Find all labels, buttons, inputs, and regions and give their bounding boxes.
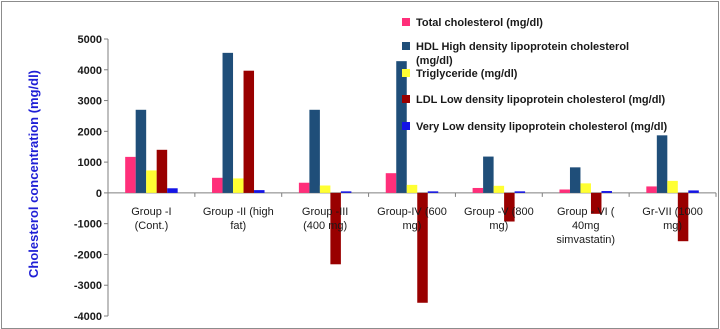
bar — [406, 184, 418, 193]
bar — [656, 135, 668, 193]
legend-label: Triglyceride (mg/dl) — [416, 68, 518, 80]
y-axis-label: Cholesterol concentration (mg/dl) — [26, 70, 41, 278]
bar — [309, 109, 320, 193]
bar — [580, 183, 591, 193]
y-tick-label: -4000 — [74, 311, 102, 323]
bar — [427, 191, 439, 193]
bar — [330, 192, 341, 265]
bar — [319, 185, 331, 193]
bar — [646, 186, 657, 193]
bar — [472, 187, 484, 193]
bar — [504, 192, 515, 222]
bar — [667, 180, 678, 193]
legend-label: Very Low density lipoprotein cholesterol… — [416, 121, 668, 133]
y-tick-label: 1000 — [78, 157, 102, 169]
legend: Total cholesterol (mg/dl) HDL High densit… — [402, 17, 668, 133]
bar — [417, 192, 428, 303]
bar — [483, 156, 494, 193]
bar — [396, 61, 407, 193]
bar — [167, 188, 178, 193]
bar — [298, 182, 310, 193]
category-label: Gr-VII (1000 — [642, 206, 703, 218]
legend-swatch — [402, 95, 410, 103]
bar — [125, 156, 136, 193]
y-tick-label: 3000 — [78, 96, 102, 108]
category-label: Group -III — [302, 206, 348, 218]
category-label: fat) — [230, 220, 246, 232]
legend-swatch — [402, 18, 410, 26]
y-tick-label: 4000 — [78, 65, 102, 77]
bars — [125, 52, 699, 303]
category-label: mg) — [403, 220, 422, 232]
category-label: Group-IV (600 — [377, 206, 447, 218]
legend-swatch — [402, 69, 410, 77]
bar — [156, 149, 168, 193]
bar — [514, 191, 526, 193]
category-label: (Cont.) — [135, 220, 169, 232]
category-label: Group - VI ( — [557, 206, 615, 218]
legend-label: HDL High density lipoprotein cholesterol… — [416, 41, 629, 67]
category-label: Group -I — [131, 206, 171, 218]
legend-swatch — [402, 122, 410, 130]
bar — [135, 109, 147, 193]
category-label: Group -V (800 — [464, 206, 534, 218]
axes: -4000 -3000 -2000 -1000 0 1000 2000 3000 4000 500… — [74, 34, 717, 323]
bar — [233, 178, 244, 193]
y-tick-label: -3000 — [74, 280, 102, 292]
category-label: 40mg — [572, 220, 600, 232]
bar — [146, 170, 157, 193]
legend-swatch — [402, 42, 410, 50]
bar — [212, 177, 223, 193]
bar — [254, 190, 265, 193]
bar — [677, 192, 689, 242]
y-tick-label: -2000 — [74, 249, 102, 261]
legend-label: Total cholesterol (mg/dl) — [416, 17, 543, 29]
bar — [340, 191, 352, 193]
bar — [569, 167, 581, 193]
category-label: simvastatin) — [556, 234, 615, 246]
category-label: mg) — [663, 220, 682, 232]
bar — [688, 190, 699, 193]
bar — [559, 189, 570, 193]
category-label: Group -II (high — [203, 206, 274, 218]
y-tick-label: 5000 — [78, 34, 102, 46]
bar — [222, 52, 234, 193]
bar — [601, 191, 612, 193]
bar — [590, 192, 602, 214]
legend-label: LDL Low density lipoprotein cholesterol … — [416, 94, 665, 106]
y-tick-label: 0 — [96, 188, 102, 200]
category-labels: Group -I (Cont.) Group -II (high fat) Group … — [131, 206, 703, 246]
bar — [385, 173, 397, 193]
category-label: (400 mg) — [303, 220, 347, 232]
bar — [493, 185, 505, 193]
y-tick-label: 2000 — [78, 126, 102, 138]
y-tick-label: -1000 — [74, 219, 102, 231]
category-label: mg) — [489, 220, 508, 232]
bar — [243, 70, 255, 193]
